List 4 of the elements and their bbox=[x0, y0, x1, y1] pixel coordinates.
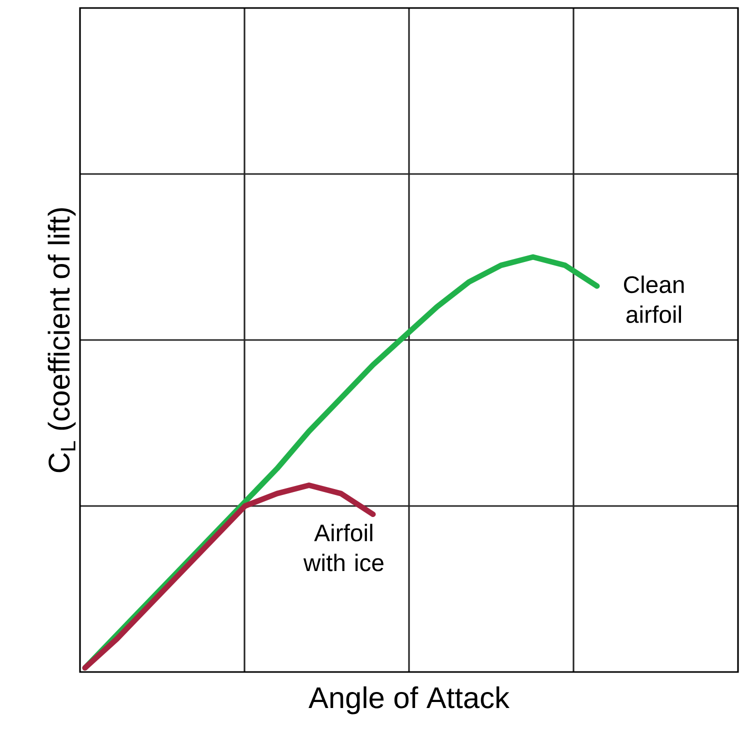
x-axis-title: Angle of Attack bbox=[308, 686, 510, 714]
series-label: Clean airfoil bbox=[624, 276, 684, 324]
series-label: Airfoil with ice bbox=[303, 524, 384, 572]
y-axis-title: C$_{L}$ (coefficient of lift) bbox=[48, 208, 76, 472]
